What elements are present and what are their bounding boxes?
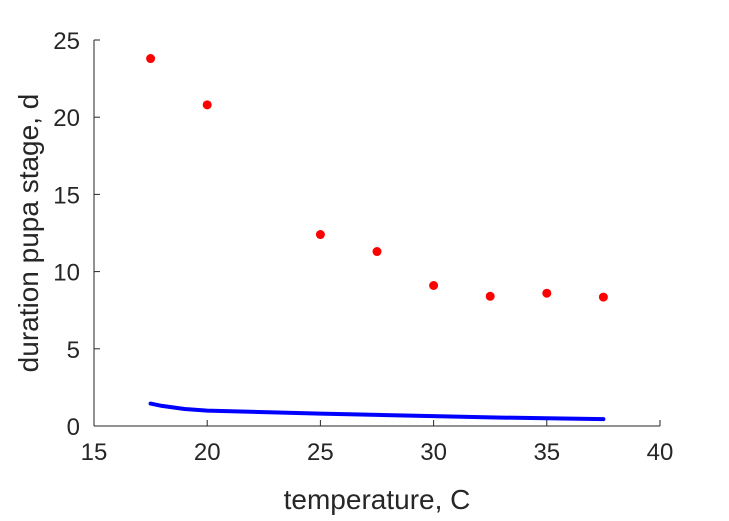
y-tick-label: 20	[53, 105, 80, 132]
data-point	[146, 54, 156, 64]
data-point	[202, 100, 212, 110]
axes	[93, 40, 660, 427]
y-tick-label: 25	[53, 28, 80, 55]
x-tick-label: 30	[420, 439, 447, 466]
x-tick-label: 20	[194, 439, 221, 466]
x-tick-label: 40	[647, 439, 674, 466]
y-tick-label: 5	[67, 337, 80, 364]
data-point	[372, 247, 382, 257]
x-axis-title: temperature, C	[284, 484, 471, 515]
data-point	[485, 291, 495, 301]
ticks: 15 20 25 30 35 40 0 5 10 15 20 25	[53, 28, 673, 466]
y-tick-label: 15	[53, 182, 80, 209]
y-tick-label: 0	[67, 414, 80, 441]
y-tick-label: 10	[53, 260, 80, 287]
x-tick-label: 35	[533, 439, 560, 466]
data-point	[542, 288, 552, 298]
y-axis-title: duration pupa stage, d	[13, 94, 44, 373]
model-line	[148, 401, 606, 422]
data-point	[429, 280, 439, 290]
x-tick-label: 15	[81, 439, 108, 466]
x-tick-label: 25	[307, 439, 334, 466]
data-point	[315, 230, 325, 240]
plot-area	[146, 54, 608, 422]
data-point	[598, 292, 608, 302]
